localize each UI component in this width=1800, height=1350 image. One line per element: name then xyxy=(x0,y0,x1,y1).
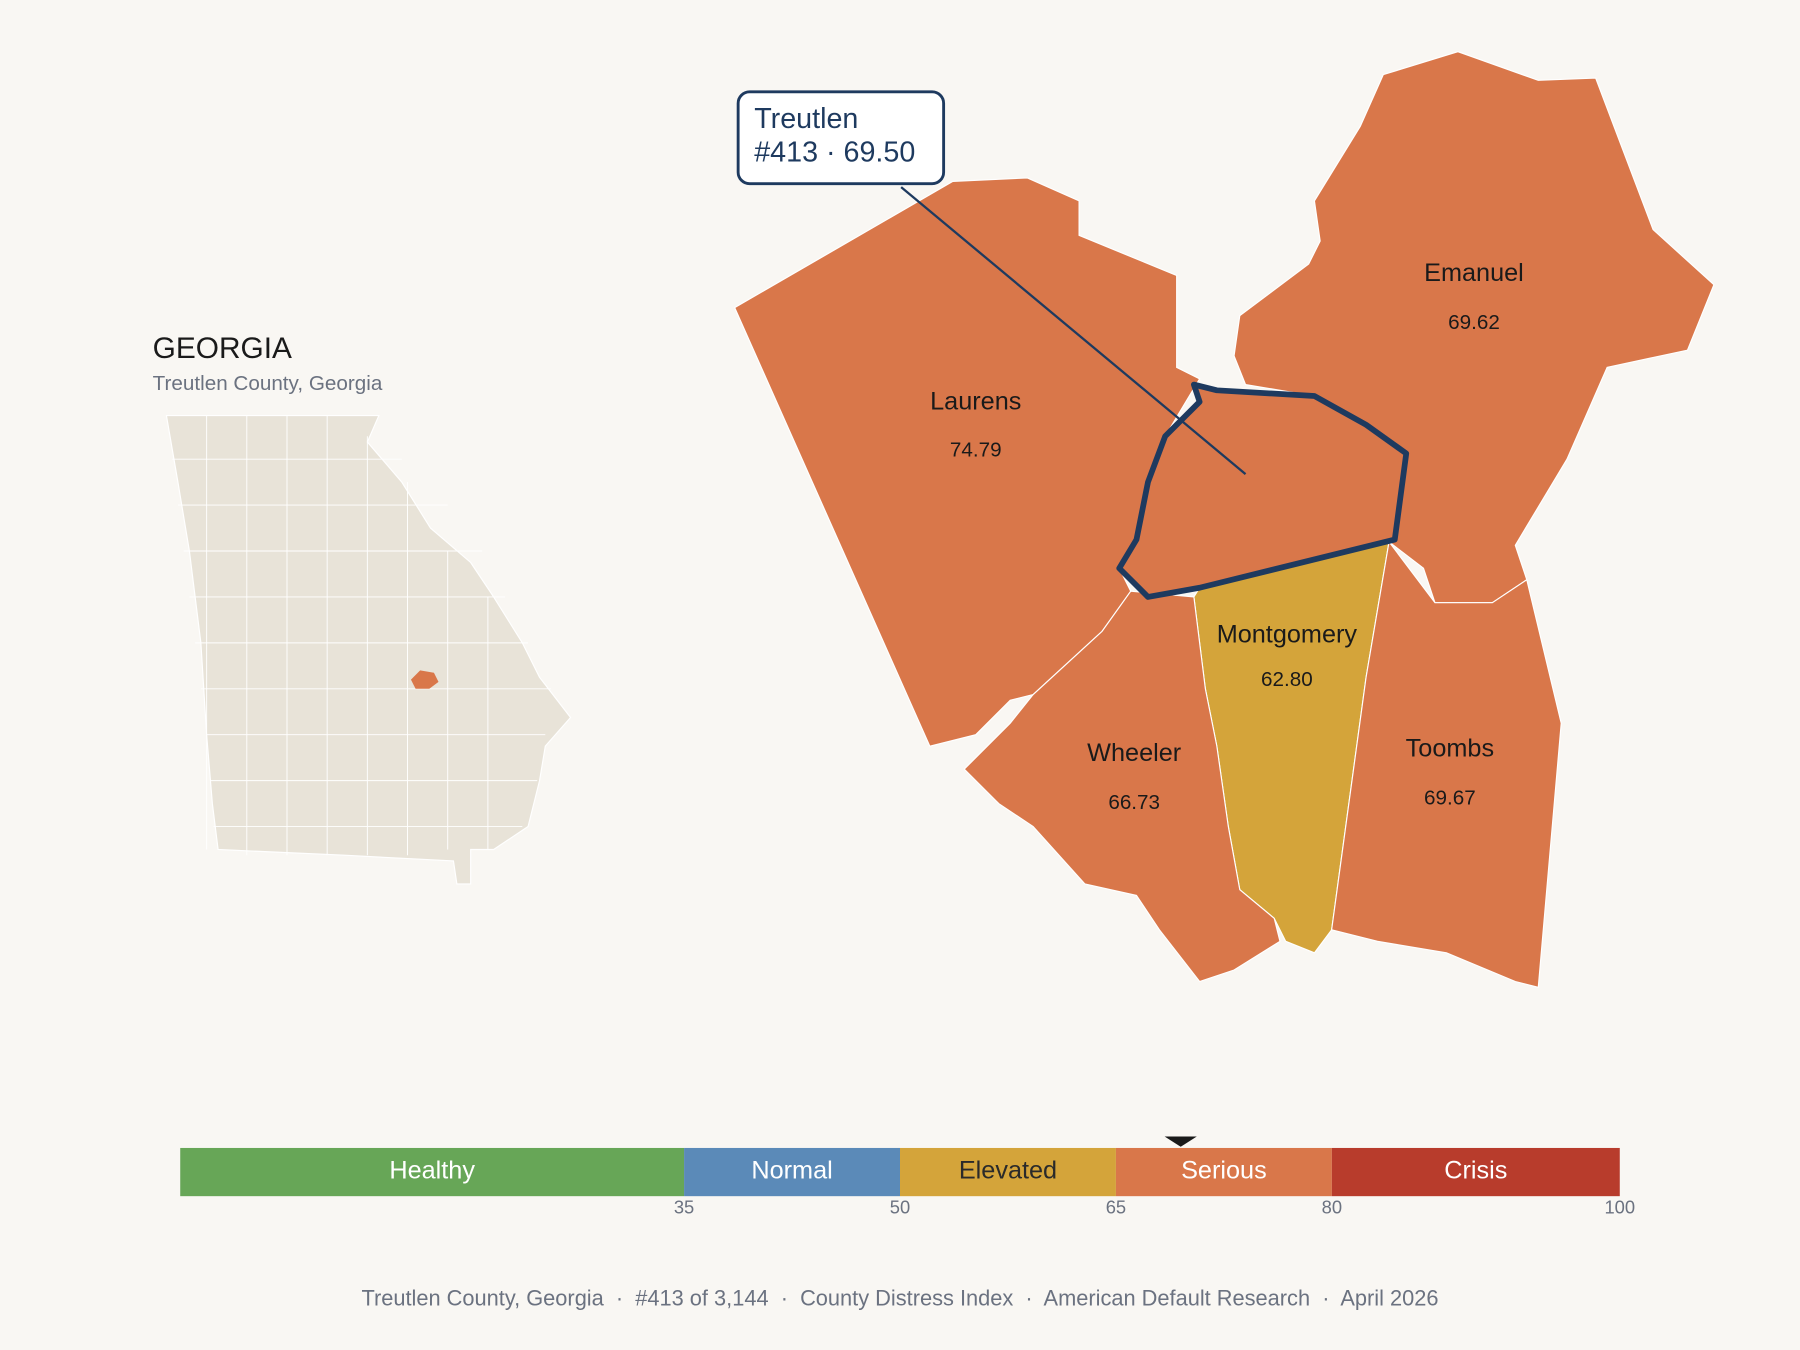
county-value: 69.62 xyxy=(1448,311,1500,334)
legend-band xyxy=(1331,1147,1620,1197)
state-highlight xyxy=(410,670,439,689)
legend-band xyxy=(1115,1147,1332,1197)
county-map: Laurens 74.79 Emanuel 69.62 Montgomery 62.80 W… xyxy=(733,51,1715,988)
state-outline xyxy=(165,414,572,885)
county xyxy=(1330,540,1562,988)
legend-band-label: Normal xyxy=(751,1157,832,1185)
county-name: Toombs xyxy=(1406,734,1494,762)
legend-tick-label: 50 xyxy=(890,1197,910,1218)
legend: Healthy Normal Elevated Serious Crisis 35 50 65… xyxy=(180,1136,1635,1218)
county xyxy=(1233,51,1715,604)
legend-band xyxy=(900,1147,1116,1197)
legend-band-label: Crisis xyxy=(1444,1157,1507,1185)
callout-rank: #413 · 69.50 xyxy=(754,136,915,168)
footer: Treutlen County, Georgia · #413 of 3,144… xyxy=(361,1285,1438,1310)
county-name: Wheeler xyxy=(1087,739,1181,767)
county xyxy=(963,590,1281,983)
callout-leader xyxy=(900,186,1247,475)
legend-tick-label: 35 xyxy=(674,1197,694,1218)
callout-name: Treutlen xyxy=(754,103,858,135)
legend-band-label: Healthy xyxy=(389,1157,475,1185)
legend-tick-label: 65 xyxy=(1106,1197,1126,1218)
legend-band xyxy=(684,1147,900,1197)
county-value: 66.73 xyxy=(1108,791,1160,814)
county-value: 69.67 xyxy=(1424,786,1476,809)
highlight-county xyxy=(1116,381,1410,600)
legend-band xyxy=(180,1147,685,1197)
state-county-lines xyxy=(172,415,552,856)
county-value: 74.79 xyxy=(950,439,1002,462)
county-value: 62.80 xyxy=(1261,668,1313,691)
county-name: Montgomery xyxy=(1217,621,1358,649)
legend-tick-label: 100 xyxy=(1604,1197,1635,1218)
state-title: GEORGIA xyxy=(153,332,292,365)
legend-tick-label: 80 xyxy=(1322,1197,1342,1218)
subtitle: Treutlen County, Georgia xyxy=(153,372,383,395)
legend-marker xyxy=(1164,1136,1197,1147)
county-name: Laurens xyxy=(930,388,1021,416)
legend-band-label: Serious xyxy=(1181,1157,1267,1185)
county-name: Emanuel xyxy=(1424,259,1524,287)
legend-band-label: Elevated xyxy=(959,1157,1057,1185)
callout-box xyxy=(736,90,946,186)
